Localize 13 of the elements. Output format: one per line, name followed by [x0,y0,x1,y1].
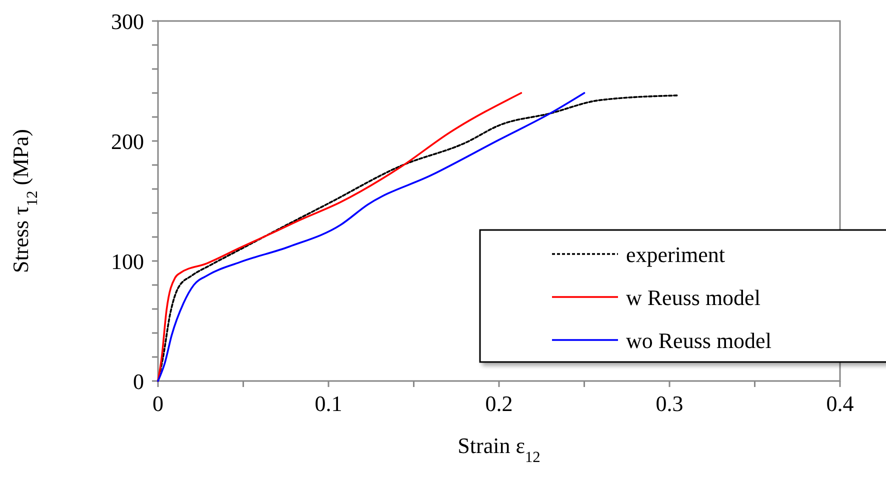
legend-label: wo Reuss model [626,328,772,353]
y-tick-label: 200 [111,129,144,154]
y-tick-label: 100 [111,249,144,274]
y-tick-label: 300 [111,9,144,34]
x-tick-label: 0.1 [314,391,342,416]
legend-label: experiment [626,242,725,267]
x-axis-title: Strain ε$_{12}$ [458,433,540,466]
y-tick-label: 0 [133,369,144,394]
legend-label: w Reuss model [626,285,760,310]
x-tick-label: 0.4 [826,391,854,416]
x-tick-label: 0.2 [485,391,513,416]
x-tick-label: 0 [152,391,164,416]
x-tick-label: 0.3 [656,391,684,416]
